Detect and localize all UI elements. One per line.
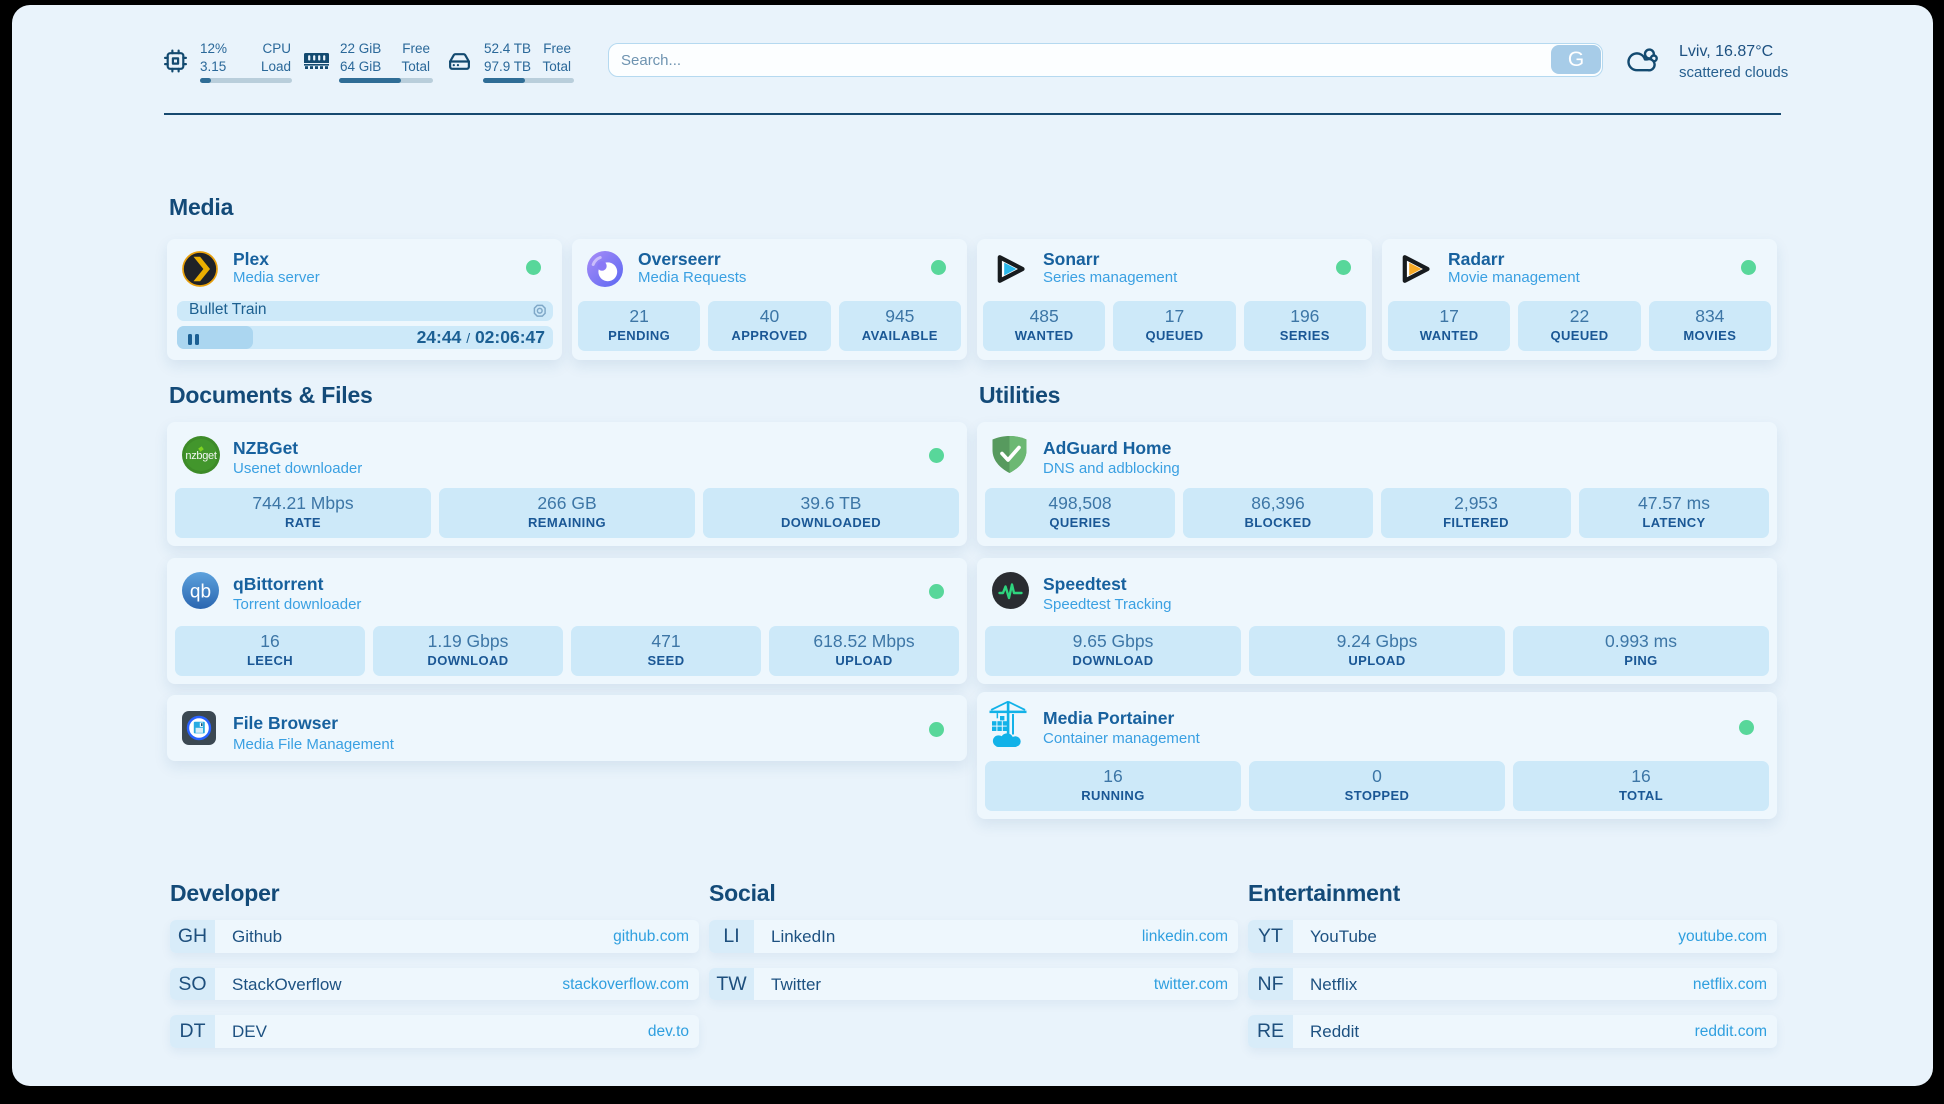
svg-text:qb: qb bbox=[190, 582, 211, 603]
svg-text:nzbget: nzbget bbox=[185, 450, 216, 462]
